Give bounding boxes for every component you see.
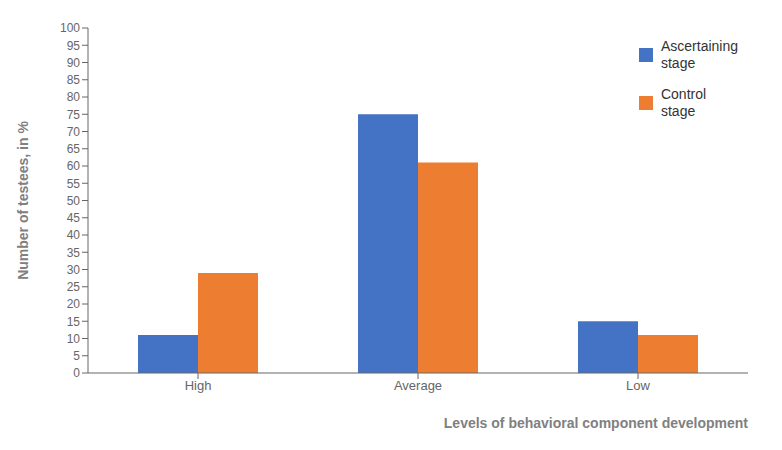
svg-text:25: 25 xyxy=(67,280,81,294)
html-text:Ascertaining stage: Ascertaining stage xyxy=(661,38,738,71)
svg-text:80: 80 xyxy=(67,90,81,104)
html-text:Control stage: Control stage xyxy=(661,86,707,119)
svg-text:20: 20 xyxy=(67,297,81,311)
svg-text:45: 45 xyxy=(67,211,81,225)
svg-text:Number of testees, in %: Number of testees, in % xyxy=(15,121,31,280)
svg-text:30: 30 xyxy=(67,263,81,277)
svg-text:40: 40 xyxy=(67,228,81,242)
svg-text:100: 100 xyxy=(60,21,80,35)
svg-text:High: High xyxy=(185,378,212,393)
svg-text:70: 70 xyxy=(67,125,81,139)
svg-text:Average: Average xyxy=(394,378,442,393)
svg-text:60: 60 xyxy=(67,159,81,173)
svg-text:85: 85 xyxy=(67,73,81,87)
svg-text:90: 90 xyxy=(67,56,81,70)
svg-text:75: 75 xyxy=(67,108,81,122)
svg-text:Levels of behavioral component: Levels of behavioral component developme… xyxy=(444,415,749,431)
svg-text:0: 0 xyxy=(73,366,80,380)
svg-text:65: 65 xyxy=(67,142,81,156)
svg-text:10: 10 xyxy=(67,332,81,346)
svg-text:35: 35 xyxy=(67,246,81,260)
svg-text:50: 50 xyxy=(67,194,81,208)
svg-text:55: 55 xyxy=(67,177,81,191)
svg-text:5: 5 xyxy=(73,349,80,363)
svg-text:95: 95 xyxy=(67,39,81,53)
svg-text:15: 15 xyxy=(67,315,81,329)
svg-text:Low: Low xyxy=(626,378,650,393)
